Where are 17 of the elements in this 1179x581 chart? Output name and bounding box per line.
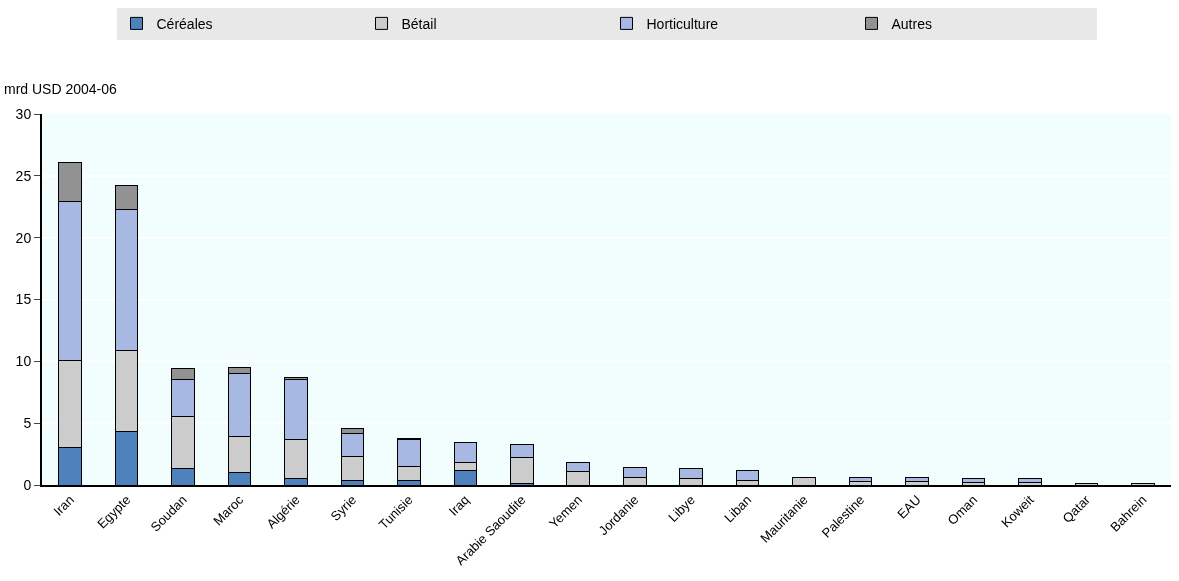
legend-label: Autres — [891, 15, 932, 32]
y-tick-label: 0 — [23, 476, 32, 493]
y-axis-title: mrd USD 2004-06 — [4, 81, 118, 97]
bar — [961, 478, 986, 484]
y-tick-label: 15 — [15, 291, 32, 308]
y-tick-label: 5 — [23, 415, 32, 432]
y-tick-label: 10 — [15, 353, 32, 370]
legend-label: Céréales — [156, 15, 213, 32]
y-tick-label: 20 — [15, 229, 32, 246]
x-tick-label: Iraq — [445, 492, 473, 519]
bar — [1018, 478, 1042, 484]
y-tick-label: 25 — [15, 167, 32, 184]
legend-label: Bétail — [401, 15, 437, 32]
y-tick-label: 30 — [15, 105, 32, 122]
legend-label: Horticulture — [646, 15, 719, 32]
bar — [735, 469, 760, 481]
x-tick-label: Iran — [50, 492, 77, 519]
